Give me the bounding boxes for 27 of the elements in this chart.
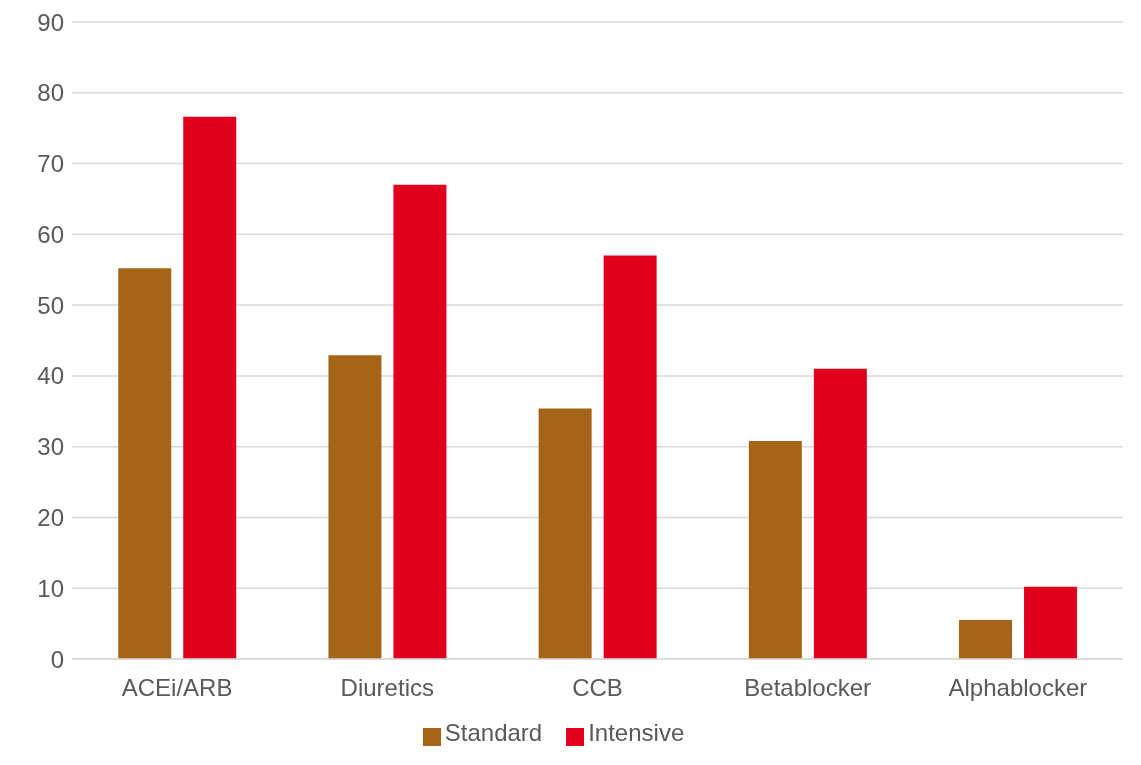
x-tick-label: Alphablocker [948,674,1088,702]
bar [1024,586,1078,659]
bar [118,268,172,659]
bar [183,116,237,659]
x-tick-label: Diuretics [340,674,434,702]
y-tick-label: 90 [37,8,64,36]
y-tick-label: 20 [37,503,64,531]
legend-label: Standard [444,719,543,746]
y-tick-label: 40 [37,362,64,390]
bar [748,441,802,659]
y-tick-label: 50 [37,291,64,319]
y-tick-label: 70 [37,150,64,178]
y-tick-label: 80 [37,79,64,107]
x-tick-label: Betablocker [744,674,872,702]
y-tick-label: 30 [37,433,64,461]
bar [393,184,447,659]
y-tick-label: 60 [37,220,64,248]
bar [328,355,382,659]
bar [538,408,592,659]
x-tick-label: ACEi/ARB [121,674,233,702]
bar [959,620,1013,659]
x-tick-label: CCB [572,674,623,702]
y-tick-label: 0 [50,645,64,673]
legend-label: Intensive [588,719,685,746]
y-tick-label: 10 [37,574,64,602]
bar [603,255,657,659]
bar [813,368,867,659]
